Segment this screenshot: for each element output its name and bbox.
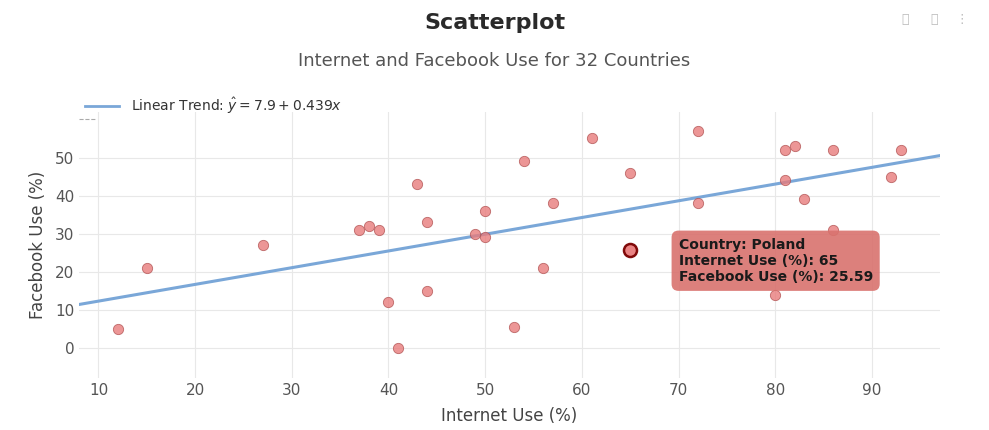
Point bbox=[777, 177, 793, 184]
Point bbox=[506, 323, 522, 330]
Point bbox=[690, 127, 706, 134]
Point bbox=[371, 227, 387, 233]
Point bbox=[786, 143, 802, 150]
Point bbox=[777, 147, 793, 154]
Point bbox=[361, 223, 377, 230]
Point bbox=[825, 147, 841, 154]
Point bbox=[381, 299, 397, 306]
Point bbox=[535, 264, 551, 271]
Point bbox=[110, 326, 126, 332]
Text: Country: Poland
Internet Use (%): 65
Facebook Use (%): 25.59: Country: Poland Internet Use (%): 65 Fac… bbox=[678, 237, 872, 284]
Point bbox=[622, 247, 638, 254]
Legend: Linear Trend: $\hat{y} = 7.9 + 0.439x$: Linear Trend: $\hat{y} = 7.9 + 0.439x$ bbox=[79, 90, 347, 122]
Point bbox=[351, 227, 367, 233]
Point bbox=[478, 234, 494, 241]
Text: ⛶: ⛶ bbox=[931, 13, 939, 26]
Text: 📷: 📷 bbox=[901, 13, 909, 26]
Point bbox=[138, 264, 154, 271]
Point bbox=[419, 219, 435, 226]
X-axis label: Internet Use (%): Internet Use (%) bbox=[441, 407, 578, 424]
Point bbox=[255, 242, 271, 249]
Point bbox=[796, 196, 812, 203]
Point bbox=[391, 344, 406, 351]
Point bbox=[478, 207, 494, 214]
Point bbox=[893, 147, 909, 154]
Text: Internet and Facebook Use for 32 Countries: Internet and Facebook Use for 32 Countri… bbox=[299, 52, 690, 70]
Point bbox=[468, 230, 484, 237]
Text: Scatterplot: Scatterplot bbox=[424, 13, 565, 33]
Point bbox=[767, 291, 783, 298]
Point bbox=[883, 173, 899, 180]
Point bbox=[825, 227, 841, 233]
Point bbox=[622, 169, 638, 176]
Point bbox=[690, 200, 706, 207]
Point bbox=[584, 135, 599, 142]
Point bbox=[419, 287, 435, 294]
Point bbox=[545, 200, 561, 207]
Text: ⋮: ⋮ bbox=[955, 13, 967, 26]
Y-axis label: Facebook Use (%): Facebook Use (%) bbox=[29, 171, 46, 319]
Point bbox=[409, 181, 425, 187]
Point bbox=[516, 158, 532, 165]
